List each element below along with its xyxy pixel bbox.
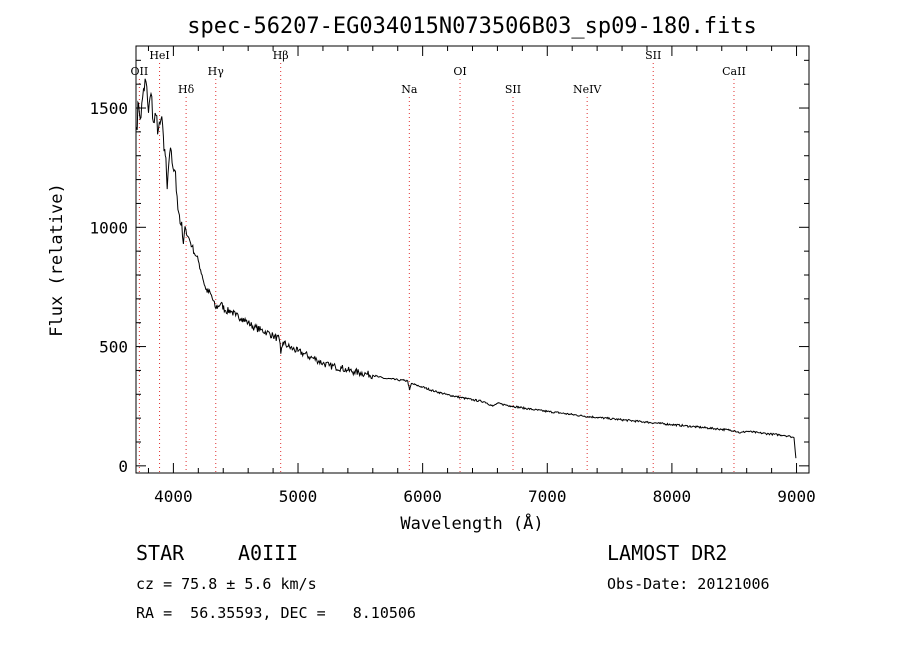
spectrum-line: [136, 78, 797, 459]
x-tick-label: 9000: [777, 487, 816, 506]
line-label: Hδ: [178, 83, 195, 96]
line-label: HeI: [149, 49, 169, 62]
line-label: CaII: [722, 65, 746, 78]
y-tick-label: 1500: [89, 99, 128, 118]
x-tick-label: 4000: [154, 487, 193, 506]
x-tick-label: 6000: [403, 487, 442, 506]
y-tick-label: 1000: [89, 218, 128, 237]
survey-name: LAMOST DR2: [607, 541, 728, 565]
line-label: NeIV: [573, 83, 602, 96]
chart-title: spec-56207-EG034015N073506B03_sp09-180.f…: [187, 14, 757, 39]
line-label: Hβ: [273, 49, 289, 62]
y-tick-label: 500: [99, 338, 128, 357]
line-label: SII: [645, 49, 661, 62]
spectrum-chart: spec-56207-EG034015N073506B03_sp09-180.f…: [47, 14, 816, 534]
x-axis-label: Wavelength (Å): [400, 512, 543, 534]
line-label: SII: [505, 83, 521, 96]
line-label: OI: [453, 65, 466, 78]
ra-dec: RA = 56.35593, DEC = 8.10506: [136, 604, 416, 622]
plot-frame: [135, 45, 810, 474]
spectral-class: A0III: [238, 541, 299, 565]
x-tick-label: 5000: [279, 487, 318, 506]
line-label: OII: [131, 65, 149, 78]
x-tick-label: 7000: [528, 487, 567, 506]
y-axis-label: Flux (relative): [47, 183, 67, 337]
redshift-cz: cz = 75.8 ± 5.6 km/s: [136, 575, 317, 593]
object-type: STAR: [136, 541, 185, 565]
line-label: Hγ: [208, 65, 225, 78]
y-tick-label: 0: [118, 457, 128, 476]
y-axis-ticks: 0 500 1000 1500: [89, 59, 809, 476]
observation-date: Obs-Date: 20121006: [607, 575, 770, 593]
x-tick-label: 8000: [653, 487, 692, 506]
x-axis-ticks: 4000 5000 6000 7000 8000 9000: [147, 46, 816, 506]
line-label: Na: [401, 83, 418, 96]
